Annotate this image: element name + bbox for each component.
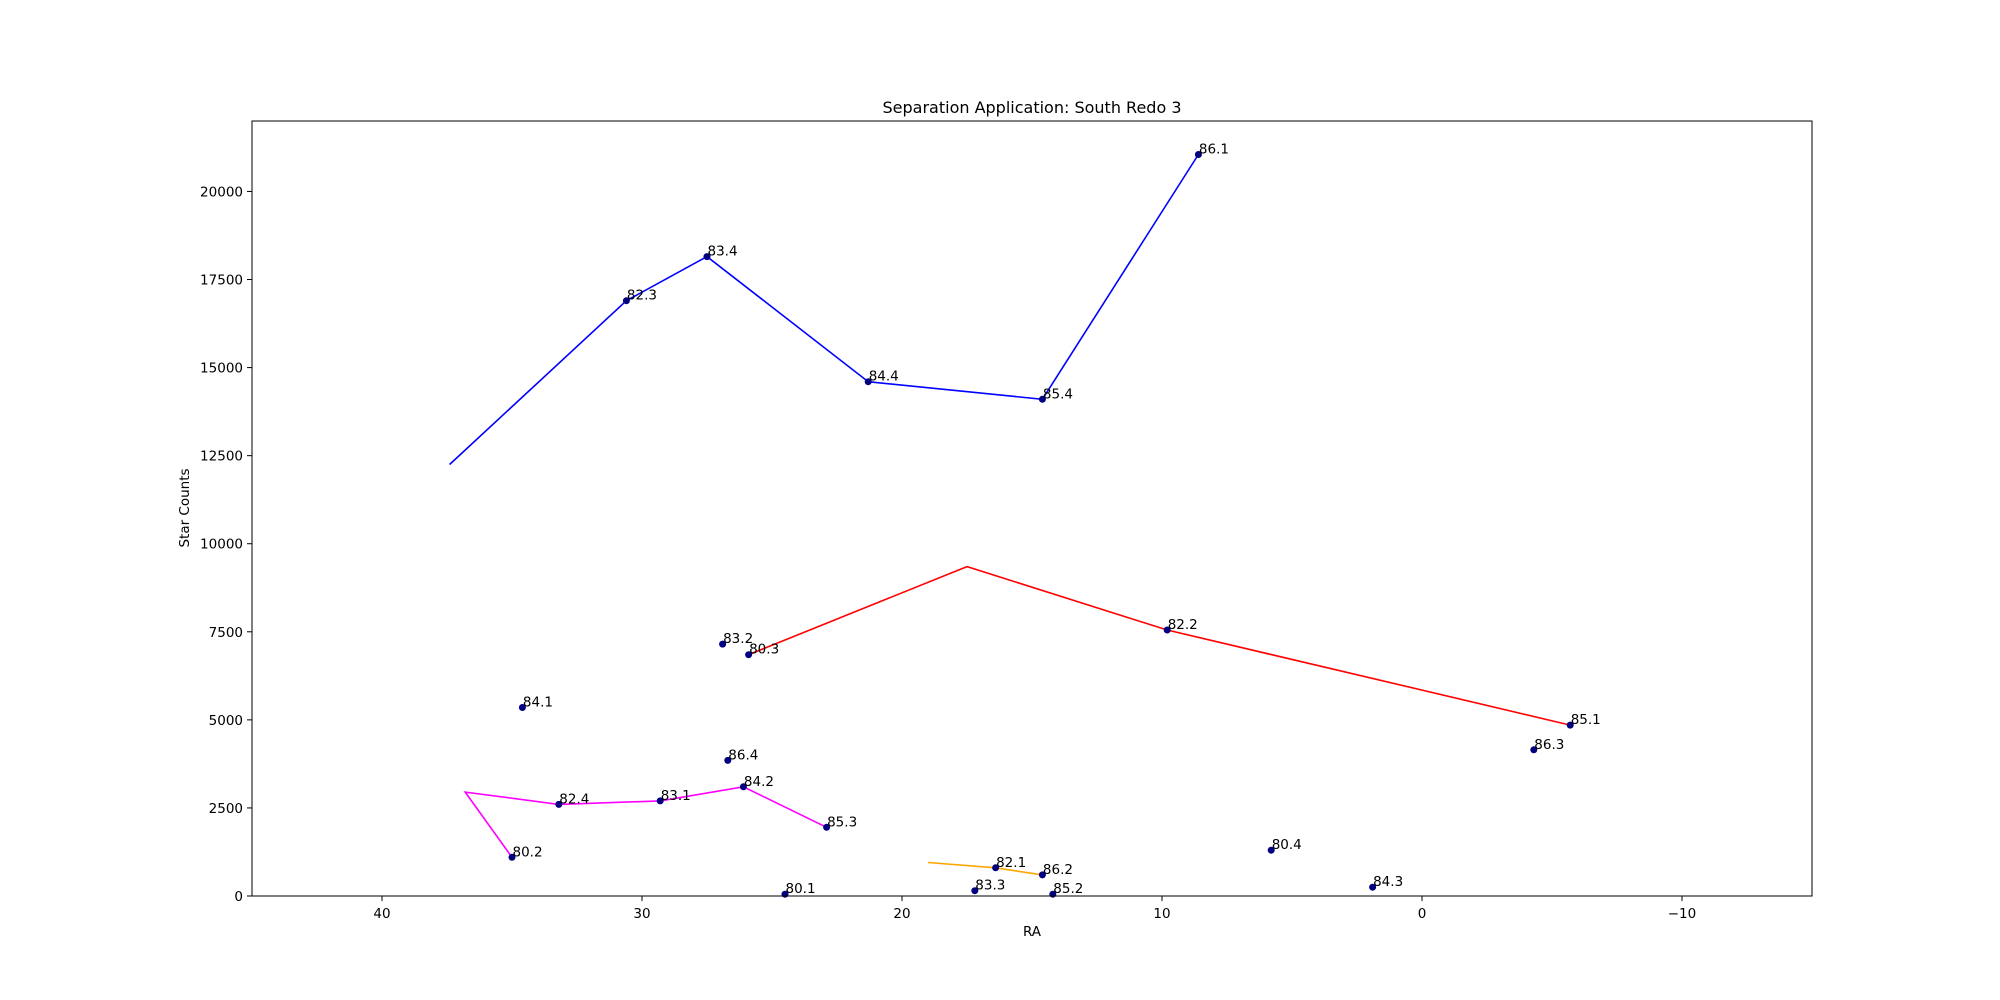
point-label: 82.3 [627,288,657,304]
y-tick-label: 12500 [200,449,243,465]
data-point [1038,871,1046,879]
data-point [724,756,732,764]
data-point [719,640,727,648]
data-point [518,704,526,711]
x-axis-label: RA [1023,924,1042,940]
data-point [971,887,979,895]
series-line-3 [463,785,827,858]
data-point [622,297,630,305]
chart-title: Separation Application: South Redo 3 [883,98,1182,117]
point-label: 85.3 [827,814,857,830]
y-tick-label: 5000 [209,713,243,729]
x-tick-label: 20 [893,906,910,922]
y-tick-label: 20000 [200,184,243,200]
labels-layer: 86.1 83.4 82.3 84.4 85.4 83.280.3 82.2 84.1 85.1… [513,142,1601,898]
point-label: 83.2 [723,631,753,647]
point-label: 83.1 [661,788,691,804]
point-label: 85.2 [1053,881,1083,897]
data-point [1369,883,1377,891]
plot-frame [251,120,1813,897]
point-label: 84.3 [1373,874,1403,890]
y-tick-label: 15000 [200,361,243,377]
plot-area [252,121,1812,896]
series-line-2 [748,565,1571,726]
y-tick-label: 0 [234,889,243,905]
point-label: 82.2 [1168,617,1198,633]
y-axis-label: Star Counts [177,468,193,547]
data-point [656,797,664,805]
y-axis: 0 2500 5000 7500 10000 12500 15000 17500 20000 [200,184,252,905]
data-point [864,378,872,386]
point-label: 80.3 [749,642,779,658]
point-label: 80.1 [786,881,816,897]
point-label: 83.4 [708,244,738,260]
data-point [1038,395,1046,403]
data-point [823,823,831,831]
data-point [1566,721,1574,729]
point-label: 86.3 [1534,737,1564,753]
point-label: 82.1 [996,855,1026,871]
series-layer [449,154,1571,876]
x-tick-label: 0 [1418,906,1427,922]
x-tick-label: 10 [1153,906,1170,922]
data-point [1267,846,1275,854]
data-point [1163,626,1171,634]
point-label: 84.4 [869,369,899,385]
point-label: 85.1 [1571,712,1601,728]
y-tick-label: 7500 [209,625,243,641]
point-label: 86.2 [1043,862,1073,878]
data-point [703,253,711,261]
data-point [992,864,1000,872]
data-point [745,651,753,659]
y-tick-label: 10000 [200,537,243,553]
point-label: 80.2 [513,844,543,860]
x-axis: 40 30 20 10 0 −10 [373,896,1696,922]
data-point [1194,151,1202,158]
series-line-1 [449,154,1200,466]
point-label: 80.4 [1272,837,1302,853]
x-tick-label: −10 [1668,906,1697,922]
point-label: 86.1 [1199,142,1229,158]
y-tick-label: 2500 [209,801,243,817]
data-point [508,853,516,861]
y-tick-label: 17500 [200,273,243,289]
point-label: 84.2 [744,774,774,790]
point-label: 83.3 [975,878,1005,894]
x-tick-label: 40 [373,906,390,922]
data-point [555,800,563,808]
data-point [1530,746,1538,754]
point-label: 86.4 [728,747,758,763]
point-label: 85.4 [1043,386,1073,402]
point-label: 84.1 [523,695,553,711]
x-tick-label: 30 [633,906,650,922]
point-label: 82.4 [559,791,589,807]
data-point [739,783,747,791]
